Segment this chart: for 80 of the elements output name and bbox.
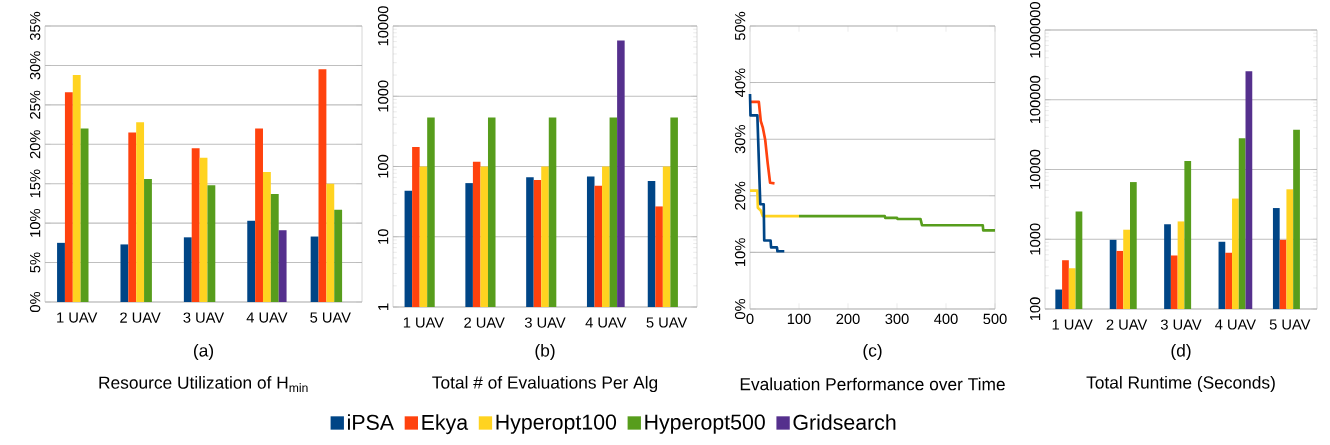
bar [255, 128, 263, 302]
bar [310, 236, 319, 302]
x-axis-title: (b) [535, 343, 555, 361]
y-tick-label: 35% [29, 11, 41, 41]
y-tick-label: 10000 [377, 6, 389, 46]
y-tick-label: 1000 [377, 80, 389, 112]
x-tick-label: 1 UAV [57, 312, 98, 323]
y-tick-label: 10 [377, 229, 389, 244]
bar [326, 183, 335, 302]
bar [262, 171, 271, 302]
x-tick-label: 2 UAV [1106, 319, 1148, 330]
line-series [748, 189, 801, 218]
x-tick-label: 4 UAV [1215, 319, 1256, 330]
bar [136, 122, 145, 302]
x-tick-label: 5 UAV [1269, 319, 1311, 330]
y-tick-label: 25% [29, 90, 41, 119]
x-tick-label: 4 UAV [585, 317, 627, 328]
bar [207, 185, 216, 302]
y-tick-label: 20% [734, 181, 746, 210]
x-tick-label: 1 UAV [1052, 319, 1093, 330]
y-tick-label: 100 [377, 154, 389, 178]
y-tick-label: 50% [734, 11, 746, 41]
x-tick-label: 100 [787, 313, 811, 325]
x-tick-label: 3 UAV [1160, 319, 1202, 330]
y-tick-label: 5% [30, 252, 41, 273]
bar [128, 132, 137, 302]
x-tick-label: 0 [746, 313, 754, 325]
legend-label: iPSA [348, 414, 394, 430]
legend-label: Hyperopt500 [645, 414, 765, 434]
y-tick-label: 30% [29, 51, 41, 80]
line-series [797, 214, 997, 232]
bar [57, 242, 65, 302]
y-tick-label: 15% [30, 169, 41, 198]
line-series [748, 92, 786, 253]
bar [120, 244, 129, 302]
x-tick-label: 4 UAV [246, 312, 288, 323]
y-tick-label: 1000 [1029, 223, 1041, 255]
x-tick-label: 3 UAV [524, 317, 566, 328]
x-tick-label: 2 UAV [120, 312, 161, 323]
y-tick-label: 0% [29, 291, 41, 313]
bar [278, 230, 287, 302]
bar [183, 237, 192, 302]
bar [72, 74, 81, 302]
y-tick-label: 10% [734, 238, 746, 266]
x-tick-label: 200 [836, 313, 860, 325]
bar [334, 209, 343, 302]
x-tick-label: 5 UAV [310, 312, 351, 323]
text: Resource Utilization of H$_{min}$ [99, 376, 308, 392]
legend-label: Hyperopt100 [496, 414, 617, 434]
x-tick-label: 500 [983, 313, 1007, 325]
bar [270, 193, 279, 302]
x-tick-label: 2 UAV [464, 317, 505, 328]
x-axis-title: (a) [193, 343, 214, 361]
bar [247, 220, 256, 302]
x-tick-label: 3 UAV [183, 312, 225, 323]
bar [191, 148, 200, 302]
text: Total Runtime (Seconds) [1086, 375, 1275, 393]
line-series [748, 100, 776, 185]
bar [144, 178, 152, 302]
y-tick-label: 100000 [1029, 75, 1041, 124]
x-tick-label: 300 [885, 313, 909, 325]
y-tick-label: 1 [378, 303, 389, 310]
y-tick-label: 20% [29, 130, 41, 159]
x-axis-title: (c) [863, 343, 882, 361]
y-tick-label: 1000000 [1029, 2, 1041, 58]
x-axis-title: (d) [1171, 343, 1191, 361]
text: Evaluation Performance over Time [740, 377, 1005, 391]
x-tick-label: 1 UAV [403, 317, 444, 328]
text: Total # of Evaluations Per Alg [432, 375, 658, 393]
y-tick-label: 10% [29, 209, 41, 237]
bar [64, 92, 73, 302]
x-tick-label: 5 UAV [646, 317, 688, 328]
bar [80, 128, 89, 302]
y-tick-label: 30% [734, 125, 746, 154]
legend-label: Gridsearch [793, 414, 896, 430]
x-tick-label: 400 [934, 313, 958, 325]
y-tick-label: 40% [734, 68, 746, 97]
y-tick-label: 10000 [1029, 149, 1041, 189]
y-tick-label: 0% [734, 298, 746, 320]
legend-label: Ekya [422, 414, 469, 435]
